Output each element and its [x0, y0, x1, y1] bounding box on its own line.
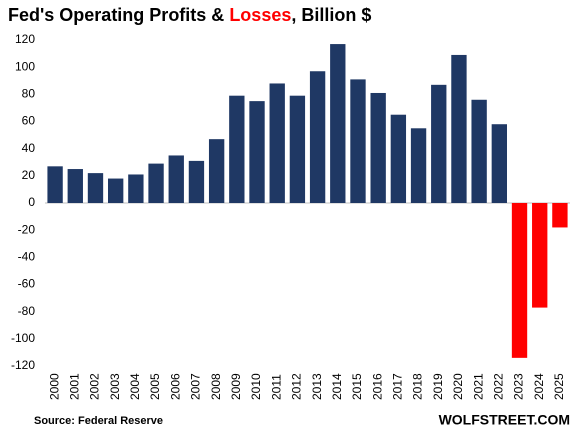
y-tick-label: 60	[22, 114, 36, 128]
bar	[249, 101, 265, 203]
y-tick-label: -40	[18, 250, 36, 264]
x-tick-label: 2019	[431, 373, 445, 400]
x-tick-label: 2001	[67, 373, 81, 400]
x-tick-label: 2004	[128, 373, 142, 400]
x-tick-label: 2006	[168, 373, 182, 400]
x-tick-label: 2012	[290, 373, 304, 400]
bar	[491, 124, 507, 203]
bar	[229, 95, 245, 203]
x-tick-label: 2007	[189, 373, 203, 400]
x-tick-label: 2024	[532, 373, 546, 400]
x-tick-label: 2013	[310, 373, 324, 400]
title-part: , Billion $	[291, 5, 371, 25]
x-tick-label: 2025	[552, 373, 566, 400]
x-tick-label: 2015	[350, 373, 364, 400]
y-tick-label: -100	[11, 331, 35, 345]
y-tick-label: 40	[22, 141, 36, 155]
x-tick-label: 2002	[88, 373, 102, 400]
bar	[370, 92, 386, 203]
x-tick-label: 2008	[209, 373, 223, 400]
bar	[552, 203, 568, 228]
y-tick-label: 0	[28, 195, 35, 209]
bar	[87, 173, 104, 203]
x-tick-label: 2020	[451, 373, 465, 400]
x-tick-label: 2017	[391, 373, 405, 400]
y-tick-label: 20	[22, 168, 36, 182]
bar	[511, 203, 528, 358]
bar	[431, 84, 447, 203]
source: Source: Federal Reserve	[34, 415, 163, 427]
bar	[410, 128, 427, 203]
bar	[390, 114, 407, 203]
bar	[128, 174, 144, 203]
chart-title: Fed's Operating Profits & Losses, Billio…	[8, 5, 371, 25]
y-tick-label: -80	[18, 304, 36, 318]
x-tick-label: 2018	[411, 373, 425, 400]
title-part: Losses	[229, 5, 291, 25]
bar	[330, 44, 346, 204]
x-tick-label: 2010	[249, 373, 263, 400]
bar	[148, 163, 164, 203]
y-tick-label: 120	[15, 32, 35, 46]
bar	[108, 178, 124, 203]
x-tick-label: 2009	[229, 373, 243, 400]
bar	[532, 203, 548, 308]
x-tick-label: 2011	[269, 374, 283, 400]
x-tick-label: 2021	[471, 373, 485, 400]
bar	[47, 166, 63, 203]
y-tick-label: -60	[18, 277, 36, 291]
brand: WOLFSTREET.COM	[439, 412, 570, 428]
bar	[350, 79, 366, 203]
x-tick-label: 2022	[491, 373, 505, 400]
y-tick-label: 100	[15, 59, 35, 73]
x-tick-label: 2005	[148, 373, 162, 400]
x-tick-label: 2000	[47, 373, 61, 400]
x-tick-label: 2003	[108, 373, 122, 400]
bar	[188, 160, 205, 203]
x-tick-label: 2023	[512, 373, 526, 400]
bar	[309, 71, 326, 203]
x-tick-label: 2014	[330, 373, 344, 400]
y-tick-label: -120	[11, 358, 35, 372]
bar	[451, 54, 467, 203]
y-tick-label: 80	[22, 87, 36, 101]
bar	[208, 139, 225, 203]
bar	[168, 155, 184, 203]
bar	[471, 99, 487, 203]
title-part: Fed's Operating Profits &	[8, 5, 229, 25]
x-tick-label: 2016	[370, 373, 384, 400]
bar	[67, 169, 83, 203]
y-tick-label: -20	[18, 222, 36, 236]
bar	[289, 95, 306, 203]
bar	[269, 83, 285, 203]
